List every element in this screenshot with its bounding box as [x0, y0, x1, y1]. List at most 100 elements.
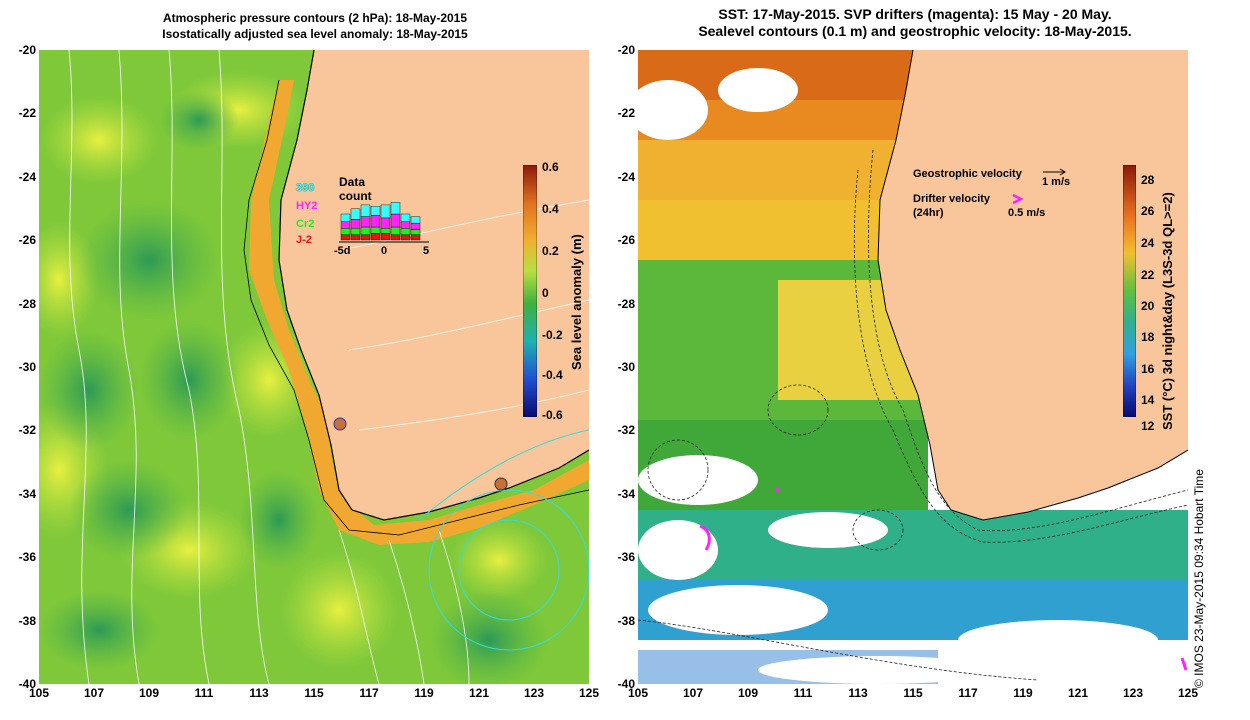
- inset-bar-segment: [390, 226, 401, 236]
- inset-series-hy2: HY2: [296, 200, 318, 212]
- inset-bar-segment: [350, 208, 361, 220]
- drifter-track: [1180, 657, 1188, 671]
- y-axis-tick: -22: [18, 106, 36, 121]
- right-map-title: SST: 17-May-2015. SVP drifters (magenta)…: [620, 6, 1210, 40]
- inset-bar-segment: [370, 226, 381, 234]
- inset-bar-segment: [390, 213, 401, 228]
- pressure-contours: [68, 50, 589, 684]
- x-axis-tick: 115: [304, 686, 324, 700]
- x-axis-tick: 119: [1013, 686, 1033, 700]
- inset-bar-segment: [410, 234, 421, 241]
- left-title-line1: Atmospheric pressure contours (2 hPa): 1…: [162, 11, 468, 25]
- drifter-velocity-sublabel: (24hr): [913, 207, 944, 219]
- y-axis-tick: -38: [18, 613, 36, 628]
- inset-bar-segment: [340, 213, 351, 223]
- y-axis-tick: -28: [617, 296, 635, 311]
- y-axis-tick: -32: [18, 423, 36, 438]
- y-axis-tick: -22: [617, 106, 635, 121]
- y-axis-tick: -40: [18, 677, 36, 691]
- sst-colorbar-tick: 16: [1141, 362, 1155, 376]
- sst-colorbar: [1123, 165, 1136, 417]
- inset-bar-segment: [360, 226, 371, 236]
- inset-bar-segment: [410, 222, 421, 230]
- y-axis-tick: -26: [617, 233, 635, 248]
- y-axis-tick: -20: [617, 43, 635, 57]
- geostrophic-scale-label: 1 m/s: [1042, 176, 1071, 188]
- geostrophic-velocity-label: Geostrophic velocity: [913, 168, 1022, 180]
- x-axis-tick: 113: [249, 686, 269, 700]
- tide-gauge-marker: [494, 477, 508, 491]
- inset-bar-segment: [350, 228, 361, 235]
- y-axis-tick: -24: [18, 169, 36, 184]
- y-axis-tick: -40: [617, 677, 635, 691]
- x-axis-tick: 125: [1177, 686, 1199, 700]
- x-axis-tick: 105: [28, 686, 50, 700]
- inset-bar-segment: [400, 221, 411, 229]
- australia-landmass: [279, 50, 589, 520]
- inset-x-tick: 0: [381, 245, 388, 257]
- inset-bar-segment: [400, 234, 411, 241]
- x-axis-tick: 123: [1122, 686, 1144, 700]
- x-axis-tick: 117: [958, 686, 978, 700]
- inset-bar-segment: [380, 204, 391, 219]
- left-title-line2: Isostatically adjusted sea level anomaly…: [162, 27, 468, 41]
- left-map-title: Atmospheric pressure contours (2 hPa): 1…: [40, 10, 590, 42]
- colorbar-tick: -0.2: [542, 328, 563, 342]
- inset-bar-segment: [340, 228, 351, 235]
- inset-series-390: 390: [296, 182, 315, 194]
- drifter-track: [775, 488, 779, 492]
- x-axis-tick: 107: [682, 686, 704, 700]
- y-axis-tick: -36: [18, 550, 36, 565]
- inset-bar-segment: [360, 234, 371, 241]
- colorbar-tick: 0.6: [542, 160, 559, 174]
- sst-colorbar-tick: 12: [1141, 419, 1155, 433]
- x-axis-tick: 121: [468, 686, 490, 700]
- x-axis-tick: 123: [523, 686, 545, 700]
- sst-colorbar-tick: 24: [1141, 236, 1155, 250]
- y-axis-tick: -30: [18, 360, 36, 374]
- inset-bar-segment: [360, 204, 371, 217]
- y-axis-tick: -32: [617, 423, 635, 438]
- australia-landmass: [878, 50, 1188, 520]
- inset-bar-segment: [340, 221, 351, 229]
- x-axis-tick: 107: [83, 686, 105, 700]
- inset-bar-segment: [370, 233, 381, 241]
- colorbar-tick: -0.6: [542, 408, 563, 422]
- y-axis-tick: -34: [617, 486, 635, 501]
- x-axis-tick: 115: [903, 686, 923, 700]
- right-title-line1: SST: 17-May-2015. SVP drifters (magenta)…: [718, 6, 1112, 22]
- inset-x-tick: -5d: [334, 245, 351, 257]
- inset-series-cr2: Cr2: [296, 218, 315, 230]
- colorbar-tick: 0.2: [542, 244, 559, 258]
- inset-bar-segment: [380, 217, 391, 229]
- inset-bar-segment: [400, 213, 411, 223]
- data-count-bars: [339, 202, 429, 243]
- x-axis-tick: 125: [578, 686, 600, 700]
- sst-colorbar-tick: 18: [1141, 330, 1155, 344]
- inset-bar-segment: [410, 216, 421, 224]
- y-axis-tick: -28: [18, 296, 36, 311]
- sealevel-contours: [638, 149, 1188, 681]
- colorbar-tick: -0.4: [542, 368, 563, 382]
- imos-credit: © IMOS 23-May-2015 09:34 Hobart Time: [1192, 469, 1206, 688]
- drifter-track: [699, 524, 711, 551]
- data-count-title: Data count: [339, 175, 372, 203]
- y-axis-tick: -26: [18, 233, 36, 248]
- right-title-line2: Sealevel contours (0.1 m) and geostrophi…: [698, 23, 1132, 39]
- coastline: [877, 50, 1188, 521]
- drifter-scale-label: 0.5 m/s: [1008, 207, 1046, 219]
- coastline: [278, 50, 589, 521]
- inset-x-tick: 5: [423, 245, 430, 257]
- y-axis-tick: -20: [18, 43, 36, 57]
- sst-colorbar-tick: 20: [1141, 299, 1155, 313]
- y-axis-tick: -30: [617, 360, 635, 374]
- sea-level-anomaly-map: Data count -5d 0 5 390 HY2 Cr2 J-2 0.6 0…: [39, 50, 589, 684]
- y-axis-tick: -34: [18, 486, 36, 501]
- x-axis-tick: 121: [1067, 686, 1089, 700]
- inset-bar-segment: [340, 234, 351, 241]
- drifter-scale-arrow-icon: [1012, 193, 1023, 205]
- inset-bar-segment: [390, 234, 401, 241]
- x-axis-tick: 117: [359, 686, 379, 700]
- sst-colorbar-tick: 28: [1141, 173, 1155, 187]
- inset-bar-segment: [370, 206, 381, 216]
